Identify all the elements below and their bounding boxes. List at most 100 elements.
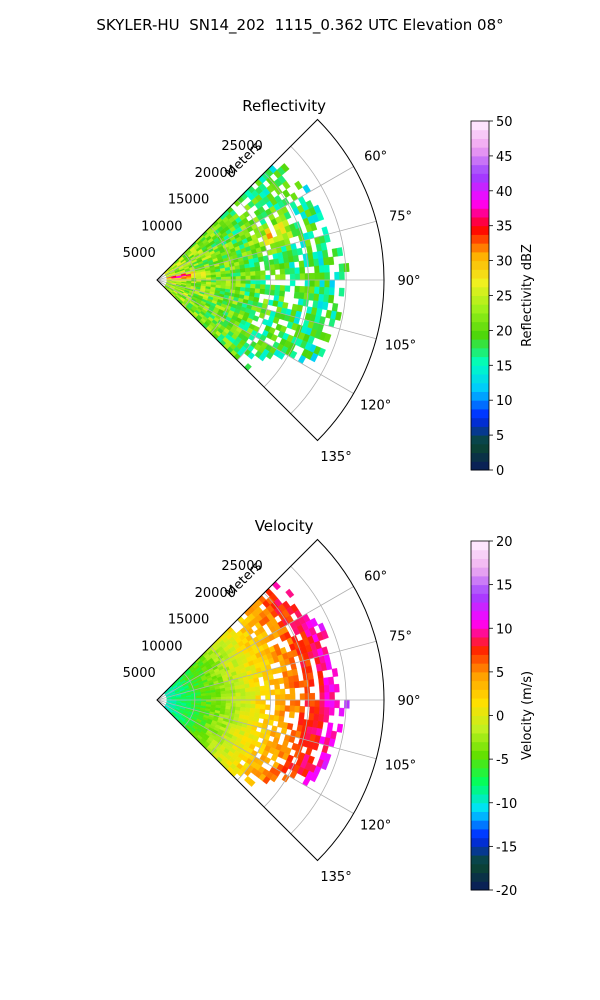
colorbar-segment [471, 549, 489, 559]
colorbar-segment [471, 715, 489, 725]
colorbar-segment [471, 138, 489, 148]
colorbar-segment [471, 863, 489, 874]
plot-title: Velocity [255, 517, 314, 535]
colorbar-segment [471, 234, 489, 244]
range-tick-label: 25000 [221, 139, 262, 154]
colorbar-segment [471, 278, 489, 288]
colorbar-segment [471, 671, 489, 682]
azimuth-tick-label: 135° [320, 450, 351, 465]
colorbar-segment [471, 295, 489, 305]
colorbar-segment [471, 339, 489, 349]
colorbar-segment [471, 190, 489, 201]
colorbar-segment [471, 663, 489, 673]
colorbar-segment [471, 741, 489, 751]
colorbar-tick-label: -20 [496, 884, 517, 899]
colorbar-segment [471, 435, 489, 445]
colorbar-segment [471, 164, 489, 174]
polar-frame [156, 118, 385, 442]
colorbar-segment [471, 881, 489, 891]
colorbar-segment [471, 732, 489, 743]
colorbar-segment [471, 654, 489, 664]
colorbar-segment [471, 584, 489, 594]
azimuth-gridline [156, 166, 354, 281]
azimuth-tick-label: 105° [385, 758, 416, 773]
range-tick-label: 10000 [141, 219, 182, 234]
colorbar-segment [471, 828, 489, 839]
colorbar-tick-label: 20 [496, 535, 513, 550]
colorbar-segment [471, 129, 489, 139]
colorbar-segment [471, 243, 489, 253]
colorbar-segment [471, 820, 489, 830]
colorbar-segment [471, 374, 489, 384]
colorbar-segment [471, 567, 489, 577]
colorbar-segment [471, 452, 489, 462]
colorbar-segment [471, 837, 489, 847]
azimuth-tick-label: 120° [360, 819, 391, 834]
range-tick-label: 20000 [195, 166, 236, 181]
colorbar-segment [471, 356, 489, 366]
colorbar-segment [471, 216, 489, 227]
colorbar-segment [471, 251, 489, 262]
colorbar-segment [471, 785, 489, 795]
colorbar-segment [471, 269, 489, 279]
colorbar-segment [471, 347, 489, 358]
colorbar-segment [471, 724, 489, 734]
colorbar-segment [471, 602, 489, 612]
colorbar-segment [471, 417, 489, 427]
azimuth-tick-label: 90° [397, 694, 420, 709]
colorbar-segment [471, 628, 489, 638]
colorbar-segment [471, 182, 489, 192]
colorbar-segment [471, 575, 489, 586]
colorbar-segment [471, 173, 489, 183]
colorbar-tick-label: -5 [496, 753, 509, 768]
colorbar-tick-label: 20 [496, 324, 513, 339]
range-tick-label: 10000 [141, 639, 182, 654]
colorbar-tick-label: 10 [496, 622, 513, 637]
plot-title: Reflectivity [242, 97, 326, 115]
colorbar-label: Reflectivity dBZ [520, 244, 535, 347]
colorbar-segment [471, 304, 489, 314]
azimuth-tick-label: 75° [389, 210, 412, 225]
colorbar-segment [471, 155, 489, 166]
colorbar-tick-label: 30 [496, 255, 513, 270]
colorbar-segment [471, 121, 489, 131]
range-tick-label: 25000 [221, 559, 262, 574]
colorbar-segment [471, 759, 489, 769]
colorbar-tick-label: 15 [496, 359, 513, 374]
azimuth-gridline [156, 640, 377, 701]
range-tick-label: 15000 [168, 613, 209, 628]
colorbar-segment [471, 776, 489, 786]
colorbar-segment [471, 750, 489, 760]
colorbar-segment [471, 802, 489, 812]
figure-title: SKYLER-HU SN14_202 1115_0.362 UTC Elevat… [96, 16, 504, 34]
colorbar-tick-label: 15 [496, 579, 513, 594]
colorbar-segment [471, 541, 489, 551]
colorbar-label: Velocity (m/s) [520, 671, 535, 760]
colorbar-segment [471, 147, 489, 157]
range-tick-label: 5000 [123, 666, 156, 681]
colorbar-tick-label: 0 [496, 464, 504, 479]
colorbar-tick-label: 5 [496, 429, 504, 444]
colorbar-segment [471, 225, 489, 235]
polar-plot-1 [156, 538, 493, 891]
colorbar-tick-label: 45 [496, 150, 513, 165]
colorbar [470, 120, 493, 471]
colorbar-segment [471, 208, 489, 218]
azimuth-gridline [156, 699, 354, 814]
colorbar-segment [471, 794, 489, 804]
colorbar-tick-label: 0 [496, 710, 504, 725]
azimuth-gridline [156, 279, 377, 340]
colorbar-tick-label: 40 [496, 185, 513, 200]
azimuth-tick-label: 135° [320, 870, 351, 885]
colorbar-tick-label: 10 [496, 394, 513, 409]
colorbar-segment [471, 391, 489, 401]
colorbar-segment [471, 408, 489, 419]
colorbar-segment [471, 260, 489, 270]
colorbar-segment [471, 645, 489, 655]
colorbar-segment [471, 698, 489, 708]
azimuth-tick-label: 120° [360, 399, 391, 414]
colorbar-segment [471, 312, 489, 323]
polar-frame [156, 538, 385, 862]
colorbar-segment [471, 330, 489, 340]
